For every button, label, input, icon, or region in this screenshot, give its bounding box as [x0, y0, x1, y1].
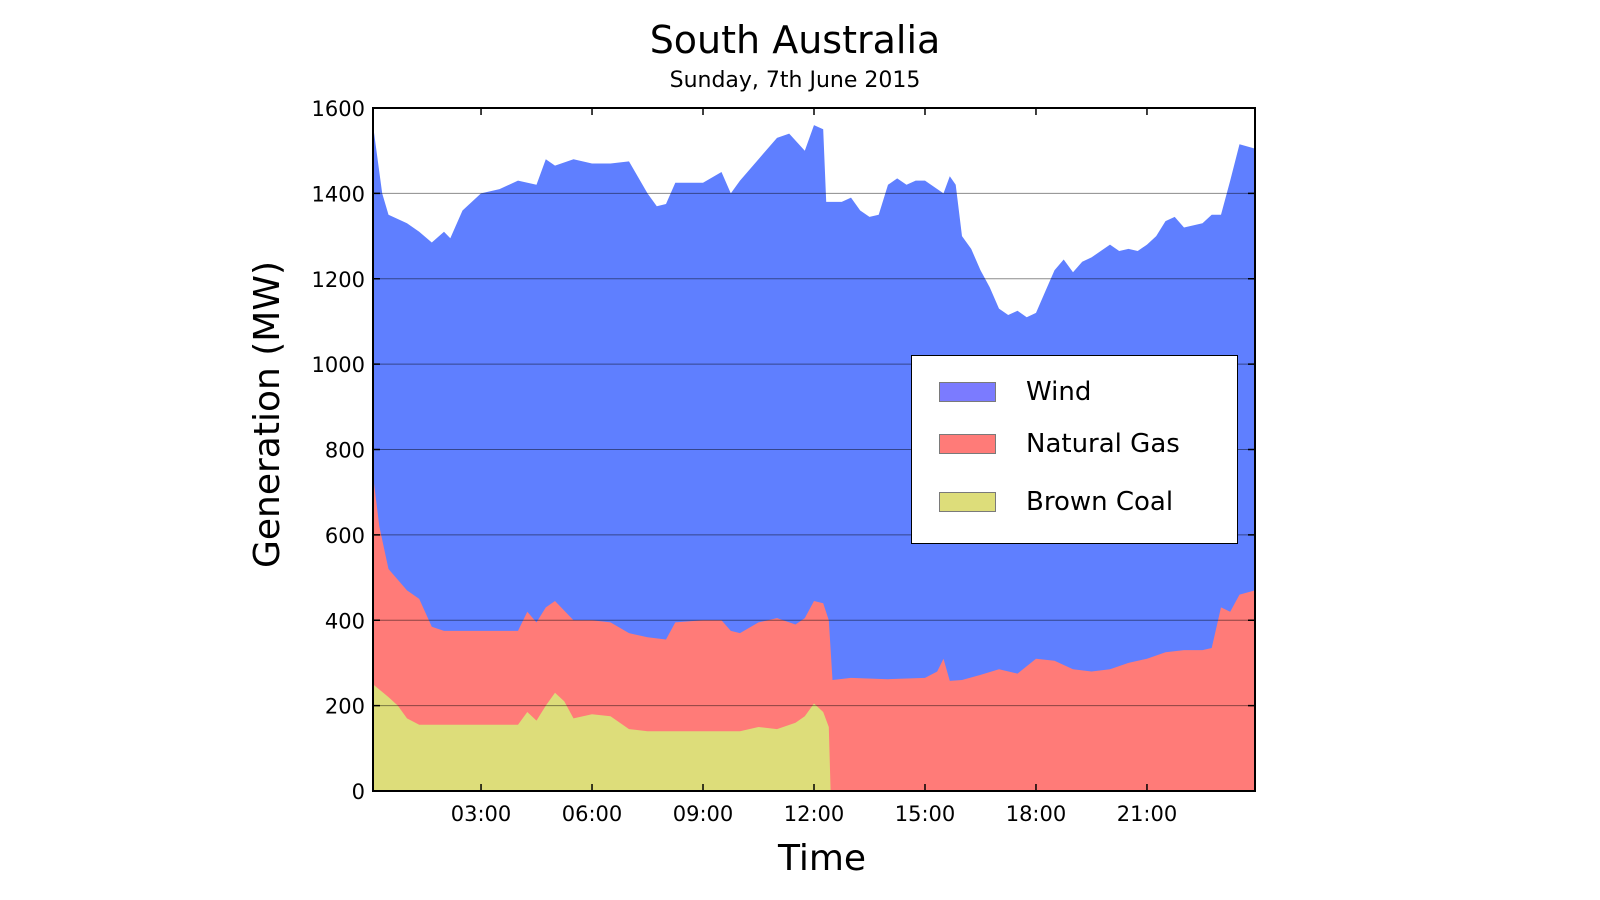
natural-gas-area	[373, 475, 1255, 791]
y-tick-label: 0	[352, 780, 365, 804]
legend-swatch-wind	[939, 382, 996, 402]
legend-swatch-natural-gas	[939, 434, 996, 454]
chart-title-text: South Australia	[649, 18, 941, 62]
y-tick-label: 1000	[312, 353, 365, 377]
y-tick-label: 200	[325, 695, 365, 719]
legend-label-wind: Wind	[1026, 377, 1092, 407]
y-axis-ticks: 0 200 400 600 800 1000 1200 1400 1600	[312, 97, 1255, 804]
y-tick-label: 800	[325, 439, 365, 463]
legend-label-natural-gas: Natural Gas	[1026, 429, 1180, 459]
x-tick-label: 21:00	[1117, 802, 1178, 826]
y-tick-label: 400	[325, 609, 365, 633]
stacked-areas	[373, 125, 1255, 792]
x-tick-label: 09:00	[673, 802, 734, 826]
y-tick-label: 1400	[312, 182, 365, 206]
legend-item-brown-coal: Brown Coal	[939, 487, 1173, 517]
chart-subtitle: Sunday, 7th June 2015	[0, 68, 1600, 93]
x-tick-label: 06:00	[562, 802, 623, 826]
legend-item-wind: Wind	[939, 377, 1091, 407]
y-tick-label: 1600	[312, 97, 365, 121]
x-axis-ticks: 03:00 06:00 09:00 12:00 15:00 18:00 21:00	[451, 108, 1177, 826]
chart-subtitle-text: Sunday, 7th June 2015	[669, 68, 921, 93]
legend-swatch-brown-coal	[939, 492, 996, 512]
y-tick-label: 1200	[312, 268, 365, 292]
x-axis-label: Time	[777, 838, 866, 879]
brown-coal-area	[373, 684, 1255, 791]
y-axis-label: Generation (MW)	[247, 261, 288, 568]
chart-title: South Australia	[0, 18, 1600, 62]
legend-item-natural-gas: Natural Gas	[939, 429, 1180, 459]
legend: Wind Natural Gas Brown Coal	[911, 355, 1238, 544]
x-tick-label: 12:00	[784, 802, 845, 826]
x-tick-label: 15:00	[895, 802, 956, 826]
y-tick-label: 600	[325, 524, 365, 548]
legend-label-brown-coal: Brown Coal	[1026, 487, 1174, 517]
x-tick-label: 03:00	[451, 802, 512, 826]
x-tick-label: 18:00	[1006, 802, 1067, 826]
